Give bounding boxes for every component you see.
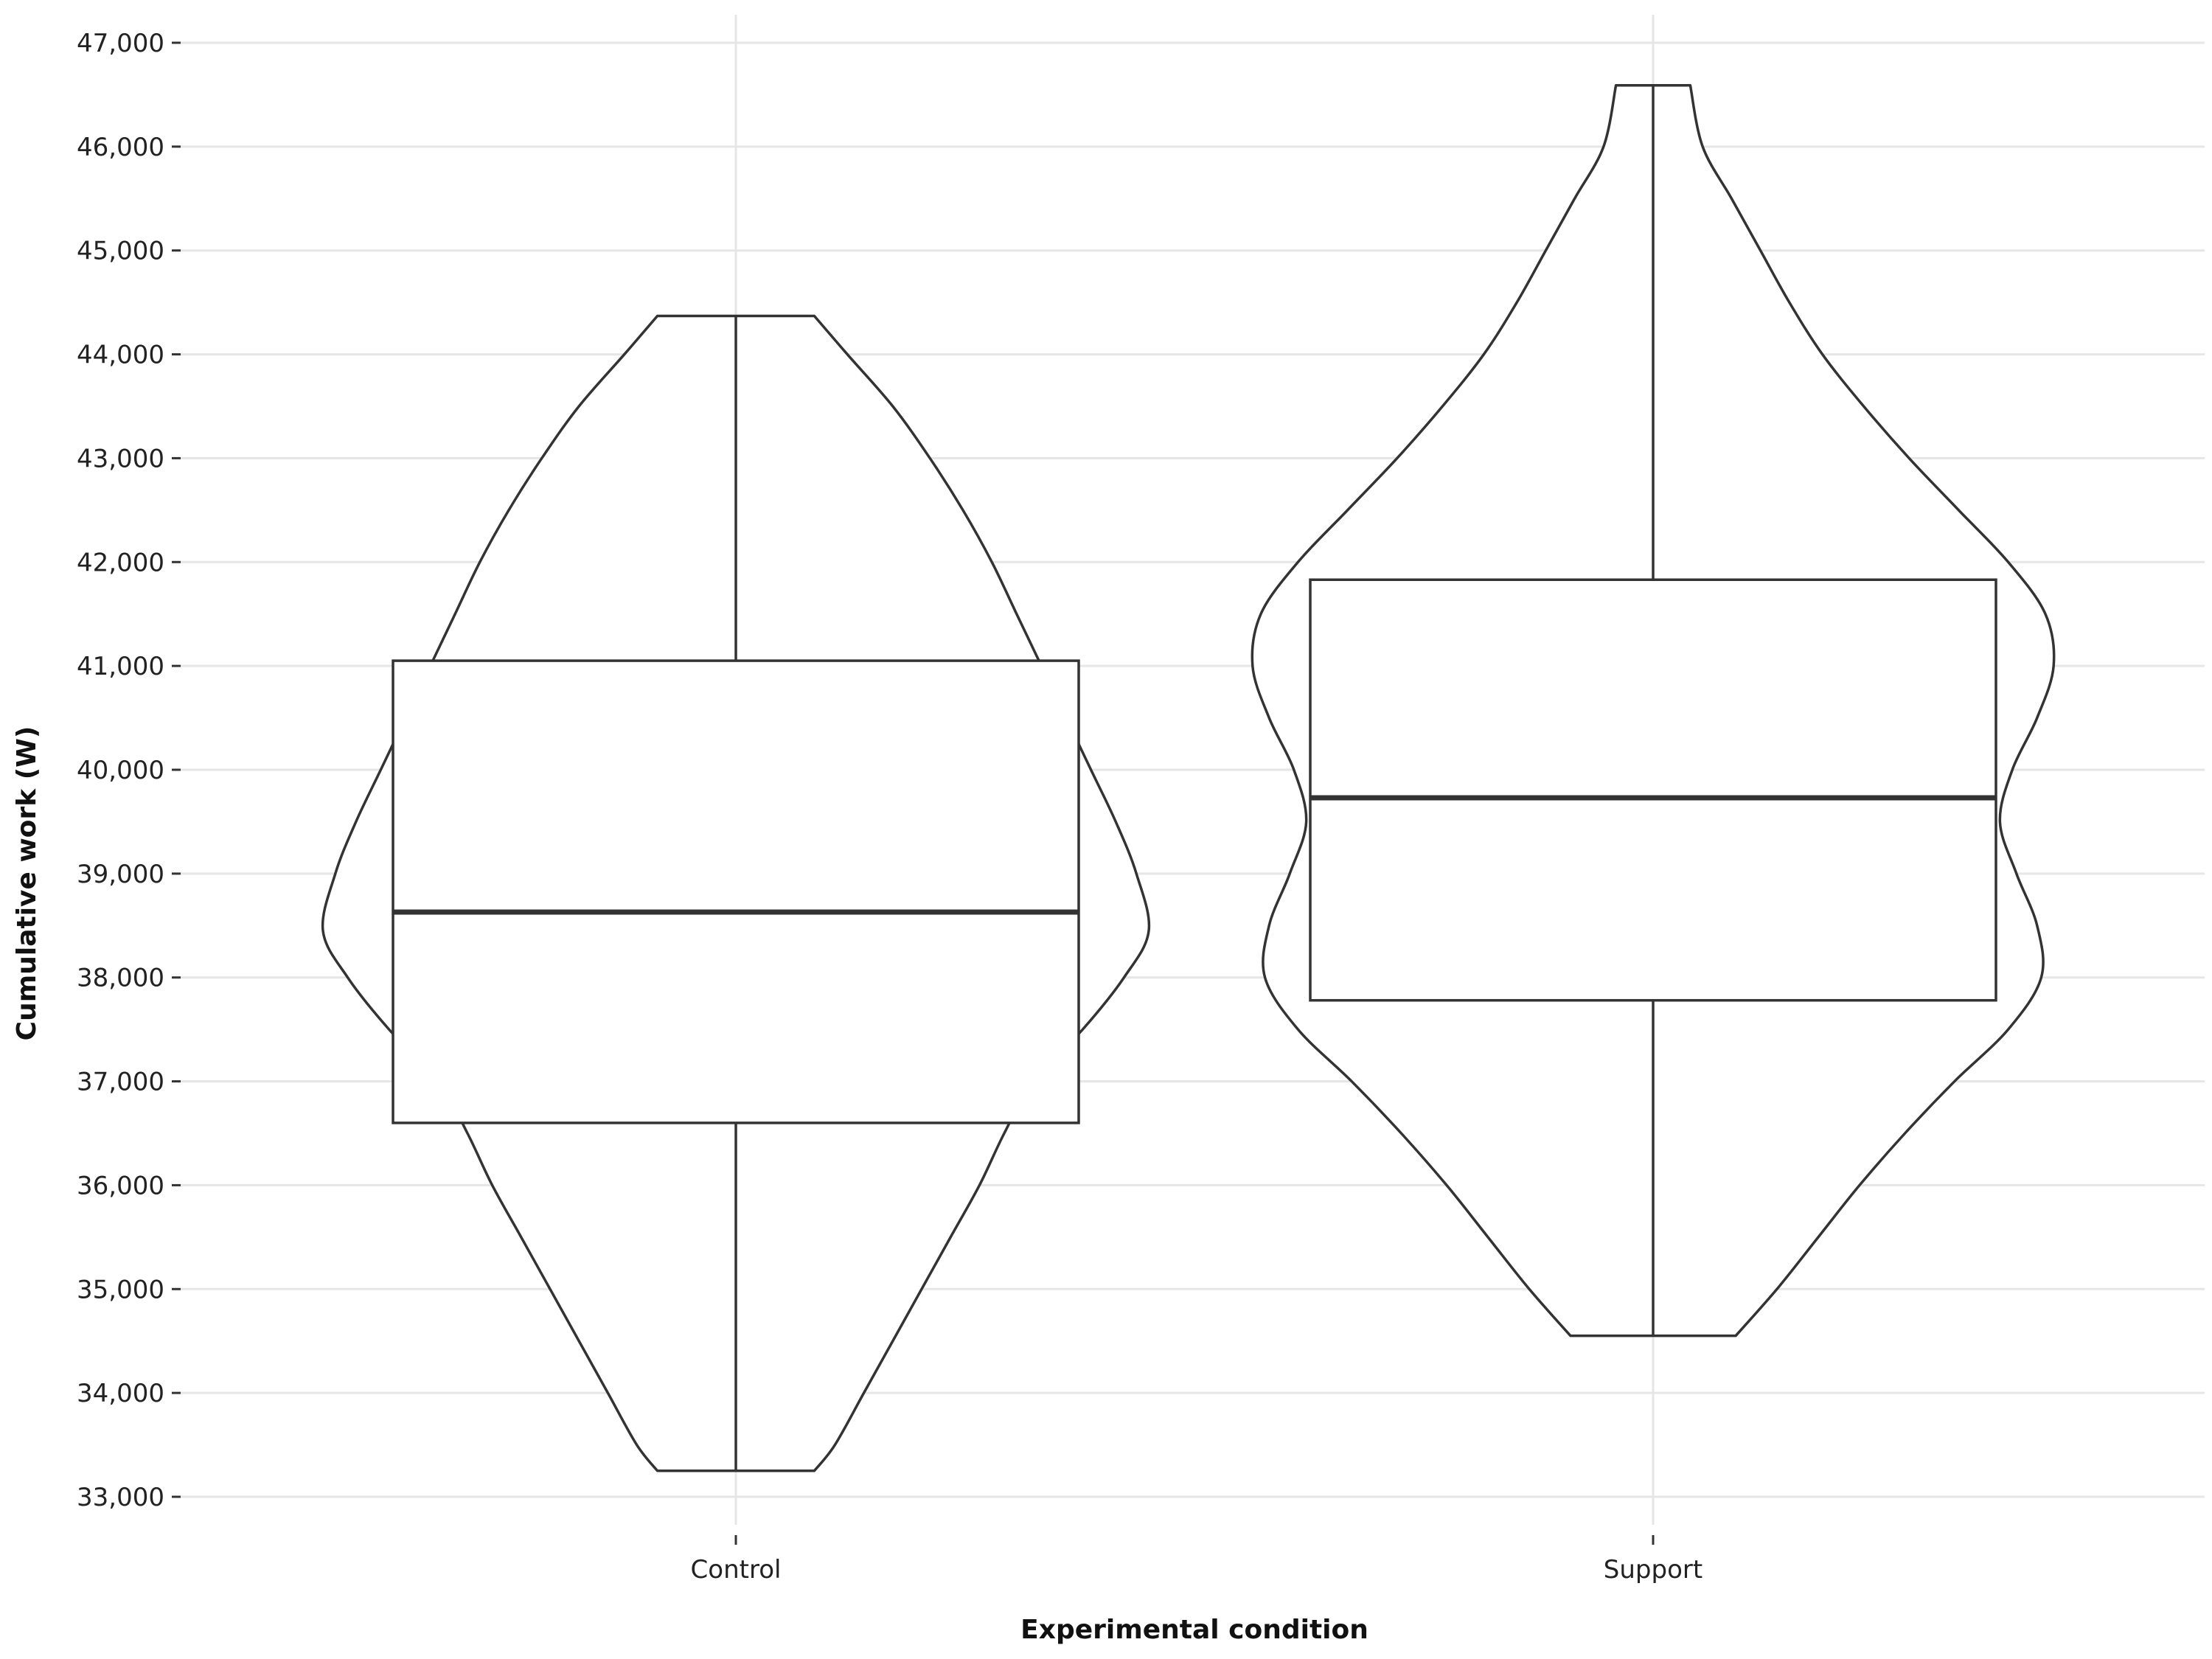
y-tick-label: 42,000 (77, 548, 164, 577)
box-control (392, 659, 1080, 1124)
x-tick-label: Control (691, 1555, 782, 1585)
x-axis-title: Experimental condition (1020, 1615, 1368, 1645)
y-tick-label: 43,000 (77, 444, 164, 473)
y-tick-label: 39,000 (77, 860, 164, 889)
y-tick-label: 44,000 (77, 341, 164, 370)
y-tick-label: 47,000 (77, 29, 164, 58)
y-tick-label: 45,000 (77, 237, 164, 266)
box-support (1309, 578, 1997, 1002)
y-tick-label: 38,000 (77, 964, 164, 993)
y-tick-label: 34,000 (77, 1379, 164, 1408)
y-tick-label: 41,000 (77, 652, 164, 681)
y-tick-label: 36,000 (77, 1171, 164, 1200)
plot-marks (321, 84, 2056, 1472)
y-tick-label: 40,000 (77, 756, 164, 785)
y-axis: 33,000 34,000 35,000 36,000 37,000 38,000 39,0… (77, 29, 181, 1512)
y-tick-label: 35,000 (77, 1275, 164, 1304)
y-tick-label: 33,000 (77, 1483, 164, 1512)
x-tick-label: Support (1604, 1555, 1703, 1585)
x-axis: Control Support (691, 1535, 1703, 1585)
y-tick-label: 46,000 (77, 133, 164, 162)
y-tick-label: 37,000 (77, 1068, 164, 1097)
y-axis-title: Cumulative work (W) (12, 726, 42, 1041)
